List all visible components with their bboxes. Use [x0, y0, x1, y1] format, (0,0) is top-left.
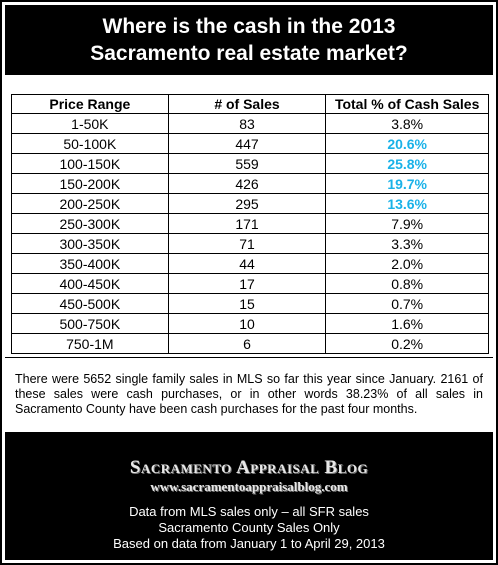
cell-cash-percent: 0.7%	[325, 293, 489, 314]
footer-banner: Sacramento Appraisal Blog www.sacramento…	[5, 432, 493, 560]
blog-url: www.sacramentoappraisalblog.com	[150, 479, 348, 494]
cell-price-range: 500-750K	[11, 313, 169, 334]
cell-sales-count: 17	[167, 273, 327, 294]
cell-sales-count: 83	[167, 113, 327, 134]
cell-cash-percent: 19.7%	[325, 173, 489, 194]
cell-price-range: 350-400K	[11, 253, 169, 274]
cell-price-range: 250-300K	[11, 213, 169, 234]
title-banner: Where is the cash in the 2013 Sacramento…	[5, 5, 493, 75]
cash-sales-table: Price Range # of Sales Total % of Cash S…	[11, 94, 489, 354]
table-row: 450-500K 15 0.7%	[11, 293, 489, 314]
cell-price-range: 1-50K	[11, 113, 169, 134]
cell-sales-count: 15	[167, 293, 327, 314]
title-line-1: Where is the cash in the 2013	[102, 15, 396, 38]
cell-sales-count: 559	[167, 153, 327, 174]
cell-cash-percent: 1.6%	[325, 313, 489, 334]
cell-price-range: 400-450K	[11, 273, 169, 294]
cell-price-range: 100-150K	[11, 153, 169, 174]
cell-cash-percent: 0.8%	[325, 273, 489, 294]
cell-cash-percent: 13.6%	[325, 193, 489, 214]
footer-line-3: Based on data from January 1 to April 29…	[113, 536, 385, 551]
table-row: 200-250K 295 13.6%	[11, 193, 489, 214]
table-row: 300-350K 71 3.3%	[11, 233, 489, 254]
cell-cash-percent: 2.0%	[325, 253, 489, 274]
table-area: Price Range # of Sales Total % of Cash S…	[5, 75, 493, 357]
cell-price-range: 750-1M	[11, 333, 169, 354]
title-line-2: Sacramento real estate market?	[90, 42, 408, 65]
cell-sales-count: 295	[167, 193, 327, 214]
cell-cash-percent: 7.9%	[325, 213, 489, 234]
footer-line-1: Data from MLS sales only – all SFR sales	[129, 504, 369, 519]
cell-price-range: 200-250K	[11, 193, 169, 214]
table-header-row: Price Range # of Sales Total % of Cash S…	[11, 94, 489, 114]
cell-price-range: 150-200K	[11, 173, 169, 194]
table-row: 1-50K 83 3.8%	[11, 113, 489, 134]
cell-cash-percent: 0.2%	[325, 333, 489, 354]
cell-sales-count: 447	[167, 133, 327, 154]
table-row: 100-150K 559 25.8%	[11, 153, 489, 174]
table-row: 750-1M 6 0.2%	[11, 333, 489, 354]
cell-cash-percent: 25.8%	[325, 153, 489, 174]
cell-cash-percent: 20.6%	[325, 133, 489, 154]
cell-sales-count: 426	[167, 173, 327, 194]
table-row: 500-750K 10 1.6%	[11, 313, 489, 334]
table-row: 250-300K 171 7.9%	[11, 213, 489, 234]
column-header-cash-percent: Total % of Cash Sales	[325, 94, 489, 114]
footer-line-2: Sacramento County Sales Only	[158, 520, 340, 535]
table-row: 50-100K 447 20.6%	[11, 133, 489, 154]
column-header-price-range: Price Range	[11, 94, 169, 114]
cell-sales-count: 6	[167, 333, 327, 354]
blog-logo-name: Sacramento Appraisal Blog	[129, 457, 369, 478]
footer-notes: Data from MLS sales only – all SFR sales…	[5, 504, 493, 552]
cell-price-range: 300-350K	[11, 233, 169, 254]
table-row: 400-450K 17 0.8%	[11, 273, 489, 294]
cell-price-range: 50-100K	[11, 133, 169, 154]
table-row: 150-200K 426 19.7%	[11, 173, 489, 194]
cell-cash-percent: 3.3%	[325, 233, 489, 254]
cell-sales-count: 171	[167, 213, 327, 234]
table-row: 350-400K 44 2.0%	[11, 253, 489, 274]
cell-sales-count: 10	[167, 313, 327, 334]
cell-sales-count: 44	[167, 253, 327, 274]
summary-note: There were 5652 single family sales in M…	[5, 357, 493, 431]
column-header-sales: # of Sales	[167, 94, 327, 114]
cell-cash-percent: 3.8%	[325, 113, 489, 134]
cell-sales-count: 71	[167, 233, 327, 254]
cell-price-range: 450-500K	[11, 293, 169, 314]
